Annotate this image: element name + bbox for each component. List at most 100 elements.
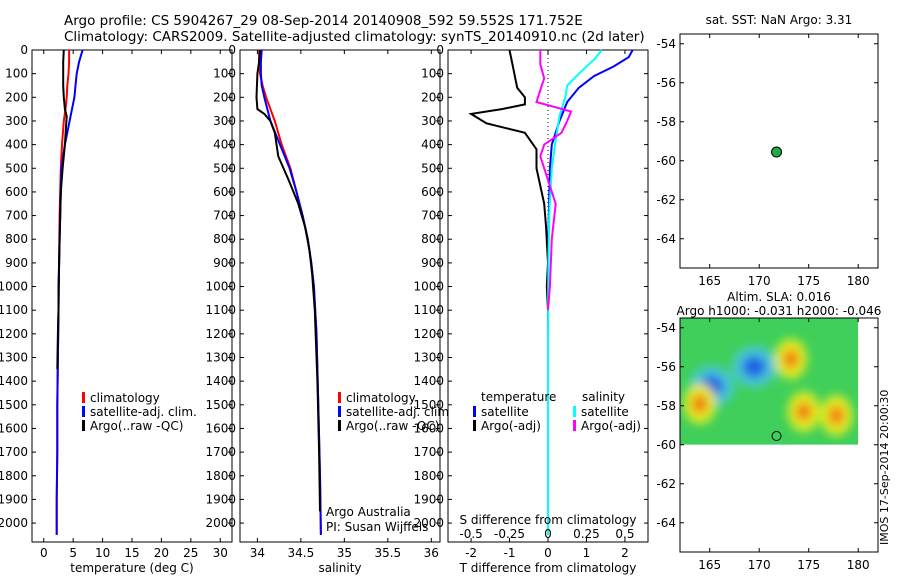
temp-ytick-label: 200 (5, 90, 28, 104)
sst-map-ytick-label: -58 (656, 115, 676, 129)
diff-ytick-label: 800 (421, 232, 444, 246)
temp-series-2 (56, 49, 68, 370)
temp-ytick-label: 1900 (0, 492, 28, 506)
sst-map-ytick-label: -54 (656, 37, 676, 51)
diff-legend-temp-satellite: satellite (481, 405, 529, 419)
sal-legend-satellite: satellite-adj. clim. (346, 405, 453, 419)
sal-series-2 (255, 49, 321, 512)
diff-ytick-label: 1500 (413, 398, 444, 412)
diff-xtick-label: 0 (544, 546, 552, 560)
sst-map-xtick-label: 170 (748, 274, 771, 288)
sal-ytick-label: 1600 (205, 421, 236, 435)
temp-xtick-label: 0 (40, 546, 48, 560)
sal-ytick-label: 1500 (205, 398, 236, 412)
temp-legend-argo: Argo(..raw -QC) (90, 419, 183, 433)
diff-ytick-label: 600 (421, 185, 444, 199)
sal-legend-argo-swatch (338, 420, 341, 431)
sal-legend-argo: Argo(..raw -QC) (346, 419, 439, 433)
sal-ytick-label: 1200 (205, 327, 236, 341)
diff-legend-sal-satellite-swatch (573, 406, 576, 417)
diff-legend-temp-argo-swatch (473, 420, 476, 431)
diff-x2tick-label: 0.5 (615, 527, 634, 541)
header-line-1: Argo profile: CS 5904267_29 08-Sep-2014 … (64, 13, 583, 29)
sla-map-xtick-label: 175 (797, 558, 820, 572)
temp-legend-argo-swatch (82, 420, 85, 431)
temp-ytick-label: 900 (5, 256, 28, 270)
sla-map-subtitle: Argo h1000: -0.031 h2000: -0.046 (677, 304, 882, 318)
diff-x2tick-label: 0.25 (573, 527, 600, 541)
temp-legend-satellite: satellite-adj. clim. (90, 405, 197, 419)
diff-ytick-label: 400 (421, 138, 444, 152)
temp-xtick-label: 5 (69, 546, 77, 560)
diff-ytick-label: 1400 (413, 374, 444, 388)
diff-ytick-label: 2000 (413, 516, 444, 530)
sst-map-ytick-label: -64 (656, 232, 676, 246)
sal-ytick-label: 0 (228, 43, 236, 57)
sal-frame (239, 49, 441, 543)
sla-map-xtick-label: 165 (698, 558, 721, 572)
sal-ytick-label: 400 (213, 138, 236, 152)
diff-ytick-label: 0 (436, 43, 444, 57)
diff-xtick-label: -2 (465, 546, 477, 560)
temp-xlabel: temperature (deg C) (70, 561, 193, 575)
sla-map-ytick-label: -56 (656, 360, 676, 374)
sal-ytick-label: 1000 (205, 280, 236, 294)
temp-ytick-label: 300 (5, 114, 28, 128)
diff-legend-sal-argo-swatch (573, 420, 576, 431)
temp-legend-climatology: climatology (90, 391, 160, 405)
temp-ytick-label: 1600 (0, 421, 28, 435)
sal-ytick-label: 600 (213, 185, 236, 199)
sal-ytick-label: 1900 (205, 492, 236, 506)
sal-ytick-label: 900 (213, 256, 236, 270)
diff-legend-sal-argo: Argo(-adj) (581, 419, 641, 433)
diff-xtick-label: 2 (621, 546, 629, 560)
sst-map-ytick-label: -56 (656, 76, 676, 90)
sst-map-xtick-label: 165 (698, 274, 721, 288)
diff-xtick-label: -1 (504, 546, 516, 560)
diff-ytick-label: 1600 (413, 421, 444, 435)
temp-ytick-label: 1500 (0, 398, 28, 412)
diff-ytick-label: 500 (421, 161, 444, 175)
sst-map-frame (679, 33, 879, 269)
sla-feature-high-core (691, 393, 708, 414)
temp-ytick-label: 600 (5, 185, 28, 199)
sal-xtick-label: 36 (424, 546, 439, 560)
diff-ytick-label: 1900 (413, 492, 444, 506)
sal-ytick-label: 1700 (205, 445, 236, 459)
diff-xtick-label: 1 (583, 546, 591, 560)
sla-heatmap-field (683, 338, 853, 436)
sla-feature-high-core (782, 348, 799, 369)
diff-ytick-label: 1100 (413, 303, 444, 317)
diff-xlabel: T difference from climatology (459, 561, 637, 575)
diff-ytick-label: 700 (421, 209, 444, 223)
sla-map-ytick-label: -58 (656, 399, 676, 413)
temp-panel: 0100200300400500600700800900100011001200… (0, 43, 233, 575)
sal-ytick-label: 1300 (205, 351, 236, 365)
sal-panel: 0100200300400500600700800900100011001200… (205, 43, 452, 575)
diff-panel: 0100200300400500600700800900100011001200… (413, 43, 649, 575)
temp-ytick-label: 100 (5, 67, 28, 81)
sal-ytick-label: 200 (213, 90, 236, 104)
diff-ytick-label: 100 (421, 67, 444, 81)
sst-map-xtick-label: 180 (847, 274, 870, 288)
temp-ytick-label: 1400 (0, 374, 28, 388)
temp-ytick-label: 400 (5, 138, 28, 152)
sal-annotation-org: Argo Australia (326, 505, 411, 519)
temp-xtick-label: 25 (183, 546, 198, 560)
diff-legend-temperature-title: temperature (481, 390, 556, 404)
temp-frame (31, 49, 233, 543)
sla-feature-low-core (742, 355, 767, 378)
sst-map-panel: sat. SST: NaN Argo: 3.31 -54 -56 -58 -60 -62 -… (656, 13, 879, 288)
diff-legend-temp-argo: Argo(-adj) (481, 419, 541, 433)
sla-map-frame (679, 317, 879, 553)
sal-xlabel: salinity (318, 561, 361, 575)
diff-legend-temp-satellite-swatch (473, 406, 476, 417)
temp-ytick-label: 1300 (0, 351, 28, 365)
sst-map-argo-point (771, 146, 783, 158)
sal-legend-climatology-swatch (338, 392, 341, 403)
diff-legend-sal-satellite: satellite (581, 405, 629, 419)
temp-ytick-label: 500 (5, 161, 28, 175)
sla-map-ytick-label: -60 (656, 438, 676, 452)
header-line-2: Climatology: CARS2009. Satellite-adjuste… (64, 29, 645, 45)
